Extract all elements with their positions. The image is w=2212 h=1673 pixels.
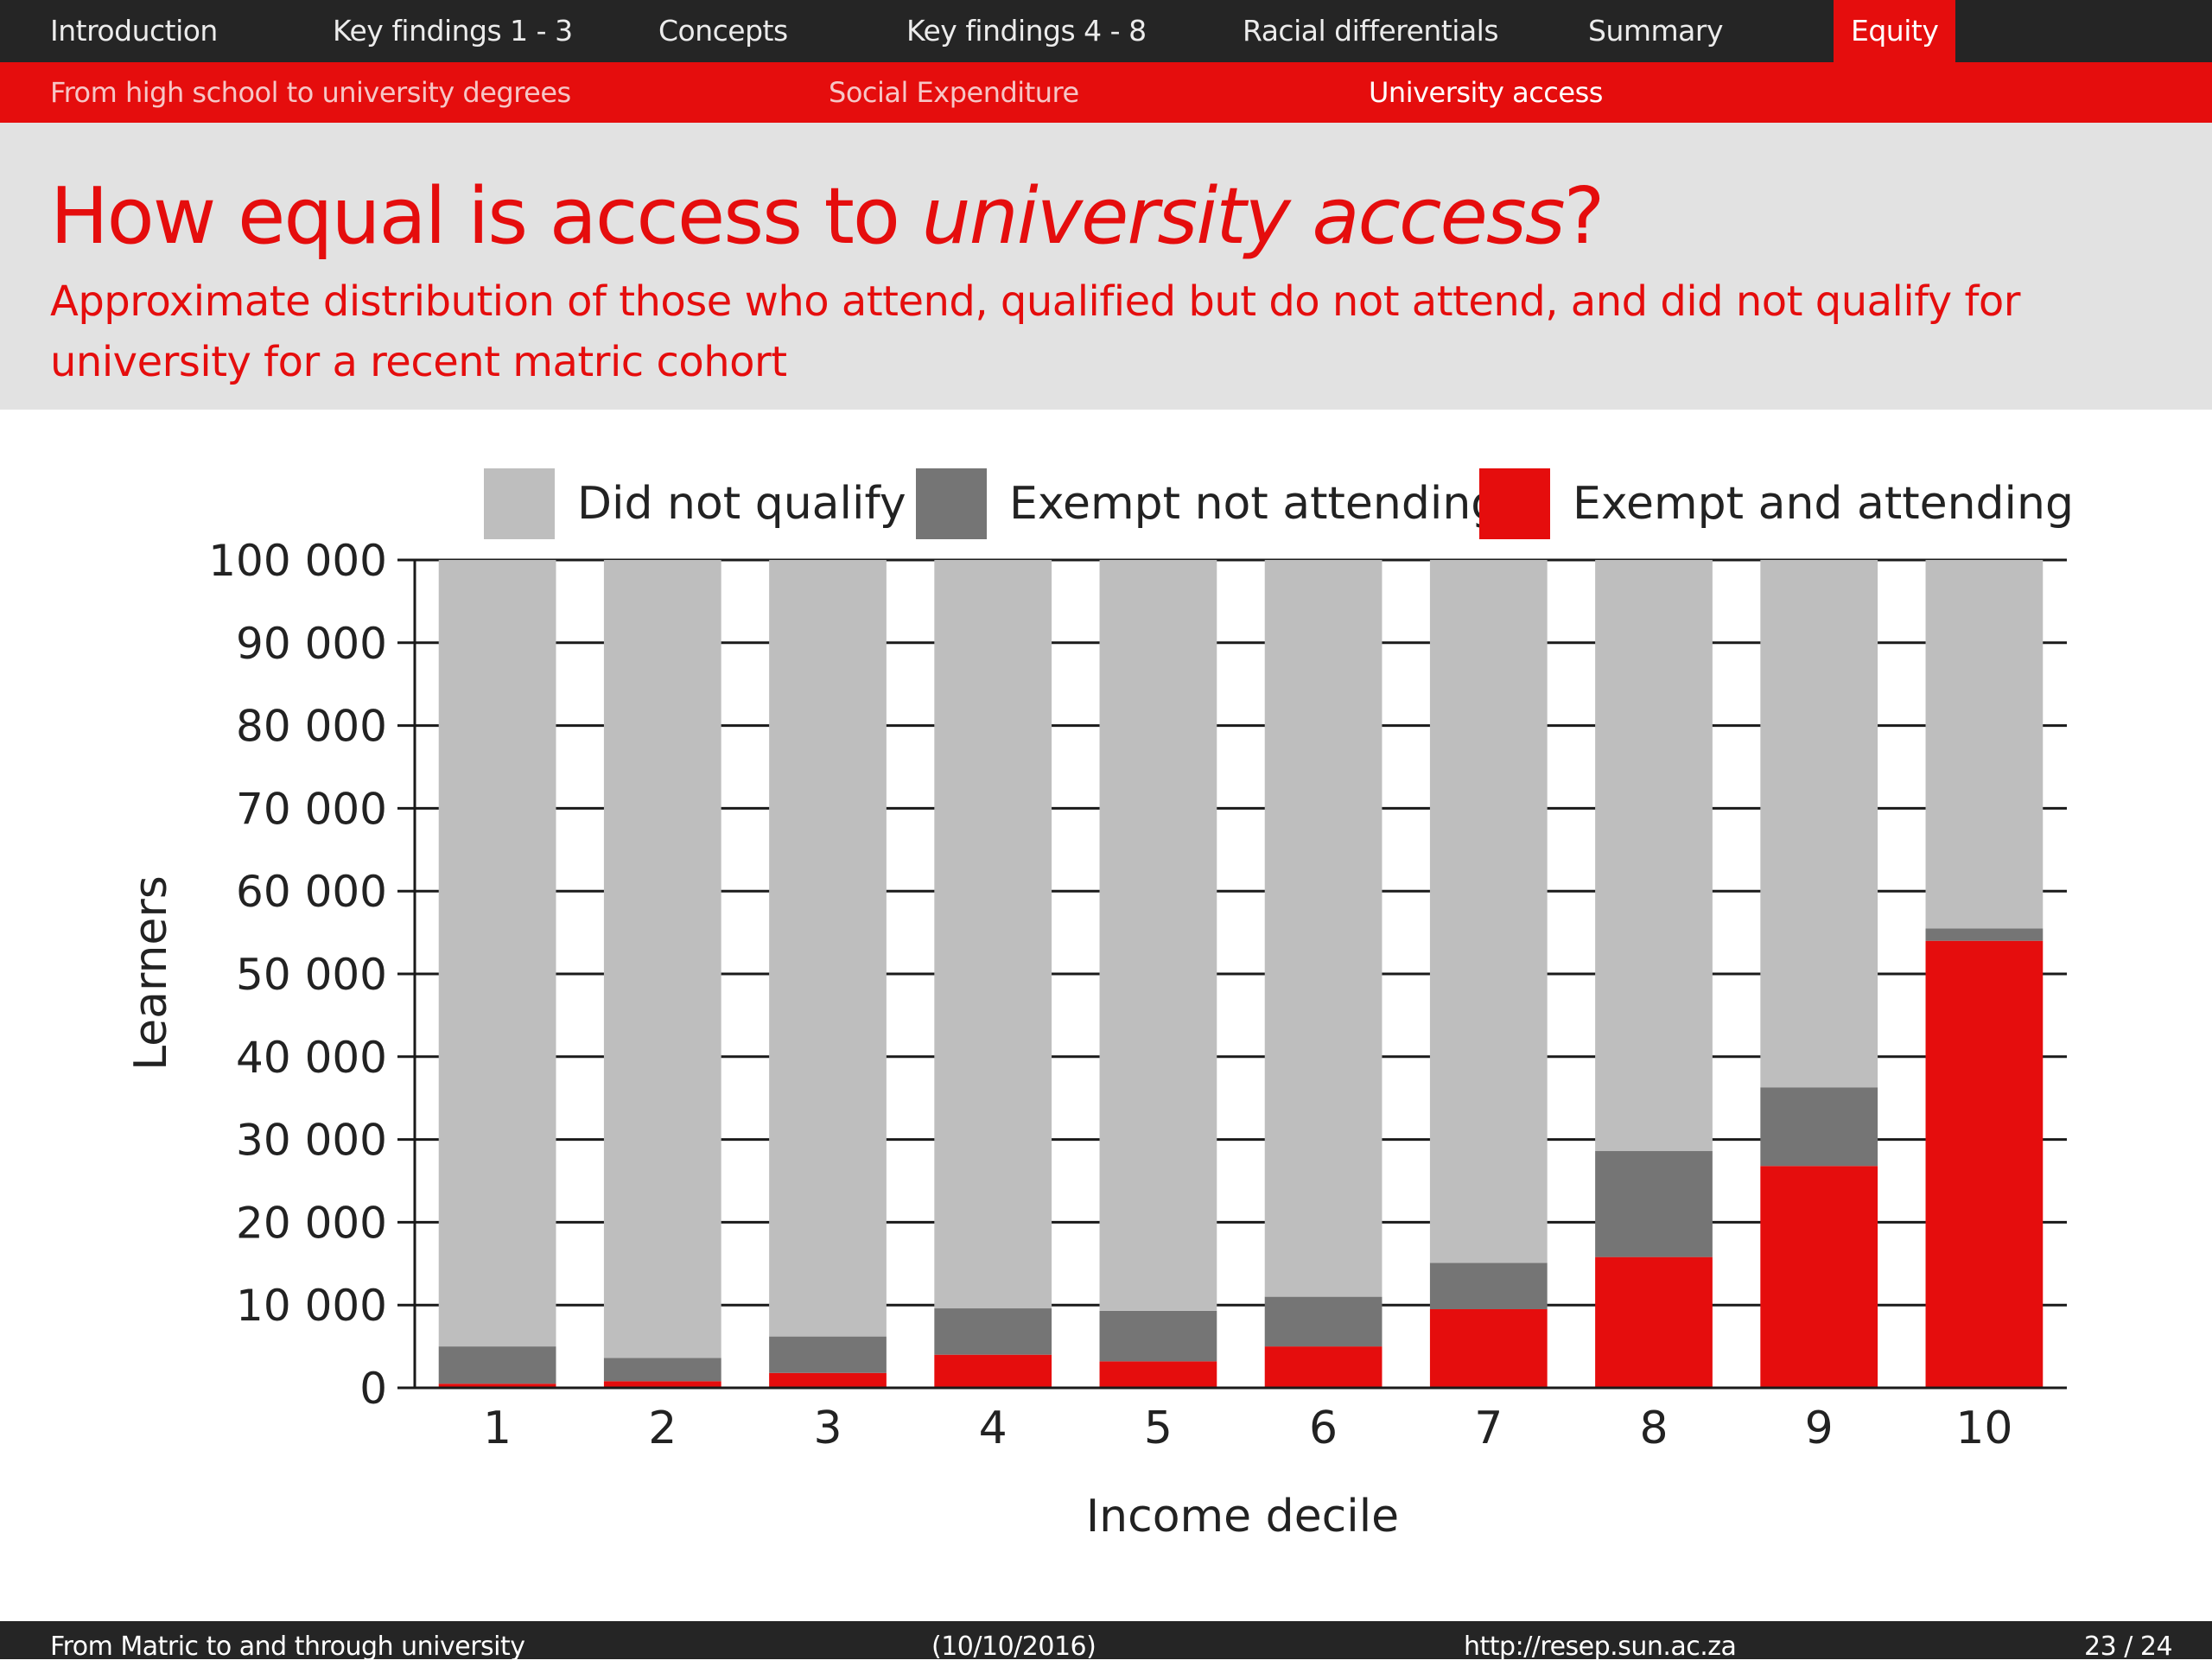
bar-exempt-not-attending-decile-4 bbox=[934, 1308, 1052, 1355]
y-tick-label: 50 000 bbox=[236, 950, 387, 1000]
bar-did-not-qualify-decile-1 bbox=[438, 560, 556, 1347]
tab-racial-differentials[interactable]: Racial differentials bbox=[1243, 14, 1499, 48]
chart-axes: 0 10 000 20 000 30 000 40 000 50 000 60 000 70 … bbox=[208, 536, 2067, 1454]
x-tick-label: 6 bbox=[1309, 1403, 1338, 1454]
bar-did-not-qualify-decile-5 bbox=[1099, 560, 1217, 1311]
y-tick-label: 20 000 bbox=[236, 1198, 387, 1248]
bar-exempt-and-attending-decile-4 bbox=[934, 1354, 1052, 1388]
bar-exempt-and-attending-decile-7 bbox=[1429, 1308, 1548, 1388]
title-emphasis: university access bbox=[921, 171, 1566, 262]
y-tick-label: 60 000 bbox=[236, 867, 387, 917]
tab-introduction[interactable]: Introduction bbox=[50, 14, 218, 48]
y-tick-label: 70 000 bbox=[236, 784, 387, 834]
tab-summary[interactable]: Summary bbox=[1588, 14, 1723, 48]
legend-label-exempt-not-attending: Exempt not attending bbox=[1009, 478, 1499, 530]
x-tick-label: 5 bbox=[1144, 1403, 1173, 1454]
slide-header: How equal is access to university access… bbox=[0, 123, 2212, 410]
bar-exempt-not-attending-decile-10 bbox=[1925, 928, 2044, 941]
x-tick-label: 4 bbox=[979, 1403, 1007, 1454]
title-question-mark: ? bbox=[1563, 171, 1605, 262]
slide-title: How equal is access to university access… bbox=[50, 169, 1605, 264]
x-tick-label: 8 bbox=[1639, 1403, 1668, 1454]
legend-swatch-exempt-and-attending bbox=[1479, 468, 1550, 539]
bar-did-not-qualify-decile-10 bbox=[1925, 560, 2044, 929]
bar-exempt-not-attending-decile-7 bbox=[1429, 1263, 1548, 1309]
legend-label-exempt-and-attending: Exempt and attending bbox=[1573, 478, 2074, 530]
x-tick-label: 9 bbox=[1805, 1403, 1834, 1454]
footer-page-number: 23 / 24 bbox=[2084, 1632, 2173, 1662]
bar-exempt-and-attending-decile-3 bbox=[769, 1372, 887, 1388]
tab-concepts[interactable]: Concepts bbox=[658, 14, 788, 48]
subtab-social-expenditure[interactable]: Social Expenditure bbox=[829, 76, 1079, 109]
bar-did-not-qualify-decile-2 bbox=[603, 560, 721, 1358]
legend-swatch-exempt-not-attending bbox=[916, 468, 987, 539]
subtab-university-access[interactable]: University access bbox=[1369, 76, 1603, 109]
y-tick-label: 0 bbox=[359, 1364, 387, 1414]
x-tick-label: 7 bbox=[1474, 1403, 1503, 1454]
slide-footer: From Matric to and through university (1… bbox=[0, 1621, 2212, 1662]
chart-legend: Did not qualify Exempt not attending Exemp… bbox=[484, 468, 2074, 539]
bar-exempt-and-attending-decile-2 bbox=[603, 1381, 721, 1388]
x-tick-label: 3 bbox=[813, 1403, 842, 1454]
bar-exempt-and-attending-decile-8 bbox=[1595, 1256, 1713, 1388]
stacked-bar-chart: Did not qualify Exempt not attending Exemp… bbox=[125, 468, 2074, 1543]
bar-exempt-and-attending-decile-9 bbox=[1760, 1166, 1878, 1388]
bar-exempt-not-attending-decile-8 bbox=[1595, 1151, 1713, 1257]
legend-label-did-not-qualify: Did not qualify bbox=[577, 478, 906, 530]
y-tick-label: 100 000 bbox=[208, 536, 387, 586]
bar-did-not-qualify-decile-9 bbox=[1760, 560, 1878, 1088]
chart-bars bbox=[438, 560, 2044, 1388]
tab-equity[interactable]: Equity bbox=[1834, 0, 1956, 62]
y-tick-label: 10 000 bbox=[236, 1281, 387, 1331]
footer-url[interactable]: http://resep.sun.ac.za bbox=[1464, 1632, 1737, 1662]
bar-did-not-qualify-decile-4 bbox=[934, 560, 1052, 1309]
bar-exempt-and-attending-decile-10 bbox=[1925, 940, 2044, 1388]
title-text: How equal is access to bbox=[50, 171, 922, 262]
tab-key-findings-4-8[interactable]: Key findings 4 - 8 bbox=[906, 14, 1147, 48]
y-tick-label: 40 000 bbox=[236, 1033, 387, 1083]
y-tick-label: 80 000 bbox=[236, 702, 387, 752]
legend-swatch-did-not-qualify bbox=[484, 468, 555, 539]
footer-title: From Matric to and through university bbox=[50, 1632, 525, 1662]
slide-subtitle: Approximate distribution of those who at… bbox=[50, 277, 2020, 386]
bar-did-not-qualify-decile-7 bbox=[1429, 560, 1548, 1263]
bar-did-not-qualify-decile-6 bbox=[1264, 560, 1382, 1297]
top-nav: Introduction Key findings 1 - 3 Concepts… bbox=[0, 0, 2212, 62]
x-tick-label: 2 bbox=[648, 1403, 677, 1454]
bar-exempt-and-attending-decile-1 bbox=[438, 1384, 556, 1388]
bar-exempt-not-attending-decile-2 bbox=[603, 1358, 721, 1382]
sub-nav: From high school to university degrees S… bbox=[0, 62, 2212, 123]
x-axis-label: Income decile bbox=[1086, 1491, 1399, 1543]
bar-exempt-and-attending-decile-6 bbox=[1264, 1346, 1382, 1388]
x-tick-label: 1 bbox=[483, 1403, 512, 1454]
footer-date: (10/10/2016) bbox=[931, 1632, 1096, 1662]
y-tick-label: 90 000 bbox=[236, 619, 387, 669]
bar-exempt-not-attending-decile-9 bbox=[1760, 1087, 1878, 1167]
bar-exempt-not-attending-decile-5 bbox=[1099, 1310, 1217, 1362]
tab-key-findings-1-3[interactable]: Key findings 1 - 3 bbox=[333, 14, 573, 48]
bar-did-not-qualify-decile-3 bbox=[769, 560, 887, 1337]
bar-exempt-and-attending-decile-5 bbox=[1099, 1361, 1217, 1388]
bar-exempt-not-attending-decile-3 bbox=[769, 1336, 887, 1373]
x-tick-label: 10 bbox=[1955, 1403, 2012, 1454]
y-tick-label: 30 000 bbox=[236, 1116, 387, 1166]
subtab-high-school-to-degrees[interactable]: From high school to university degrees bbox=[50, 76, 571, 109]
y-axis-label: Learners bbox=[125, 875, 177, 1071]
bar-did-not-qualify-decile-8 bbox=[1595, 560, 1713, 1152]
bar-exempt-not-attending-decile-1 bbox=[438, 1346, 556, 1384]
bar-exempt-not-attending-decile-6 bbox=[1264, 1296, 1382, 1347]
